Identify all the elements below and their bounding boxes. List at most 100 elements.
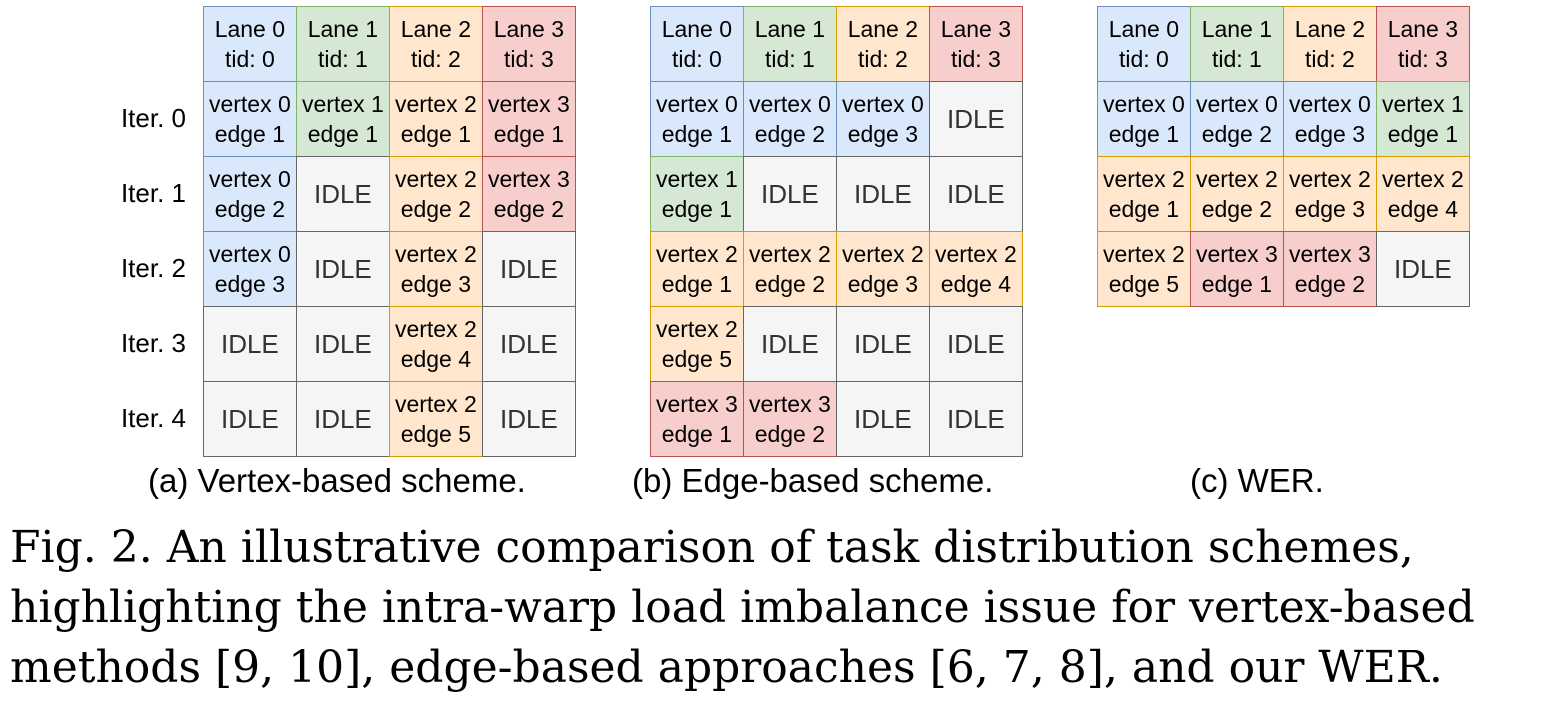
- subcaption-c: (c) WER.: [1190, 462, 1324, 499]
- cell-line-1: Lane 2: [400, 15, 472, 42]
- task-cell: vertex 0 edge 1: [1097, 81, 1191, 157]
- cell-line-1: vertex 2: [394, 165, 477, 192]
- cell-line-2: edge 2: [400, 195, 472, 222]
- idle-cell: IDLE: [296, 381, 390, 457]
- idle-cell: IDLE: [929, 81, 1023, 157]
- idle-cell: IDLE: [743, 306, 837, 382]
- cell-line-1: Lane 1: [307, 15, 379, 42]
- cell-line-1: IDLE: [853, 178, 912, 209]
- cell-line-1: Lane 0: [1108, 15, 1180, 42]
- cell-line-1: vertex 2: [1288, 165, 1371, 192]
- lane-header-cell: Lane 0 tid: 0: [650, 6, 744, 82]
- task-cell: vertex 1 edge 1: [1376, 81, 1470, 157]
- cell-line-1: vertex 2: [1195, 165, 1278, 192]
- cell-line-1: Lane 1: [754, 15, 826, 42]
- lane-header-cell: Lane 1 tid: 1: [743, 6, 837, 82]
- cell-line-2: tid: 2: [857, 45, 908, 72]
- idle-cell: IDLE: [836, 306, 930, 382]
- idle-cell: IDLE: [1376, 231, 1470, 307]
- cell-line-1: vertex 1: [301, 90, 384, 117]
- task-cell: vertex 0 edge 2: [203, 156, 297, 232]
- cell-line-2: tid: 1: [764, 45, 815, 72]
- idle-cell: IDLE: [203, 306, 297, 382]
- panel-wer: Lane 0 tid: 0 Lane 1 tid: 1 Lane 2 tid: 2 Lane…: [1097, 6, 1470, 307]
- cell-line-1: vertex 2: [841, 240, 924, 267]
- cell-line-2: edge 5: [1108, 270, 1180, 297]
- cell-line-1: vertex 2: [655, 240, 738, 267]
- cell-line-2: edge 2: [1201, 195, 1273, 222]
- subcaption-b: (b) Edge-based scheme.: [632, 462, 994, 499]
- cell-line-1: IDLE: [946, 103, 1005, 134]
- cell-line-2: edge 3: [1294, 195, 1366, 222]
- cell-line-2: edge 5: [400, 420, 472, 447]
- cell-line-2: tid: 2: [410, 45, 461, 72]
- task-cell: vertex 0 edge 2: [743, 81, 837, 157]
- cell-line-2: edge 1: [400, 120, 472, 147]
- cell-line-1: Lane 0: [214, 15, 286, 42]
- cell-line-2: edge 3: [400, 270, 472, 297]
- lane-grid: Lane 0 tid: 0 Lane 1 tid: 1 Lane 2 tid: 2 Lane…: [1097, 6, 1470, 307]
- cell-line-1: vertex 2: [1102, 165, 1185, 192]
- task-cell: vertex 2 edge 4: [1376, 156, 1470, 232]
- lane-grid: Lane 0 tid: 0 Lane 1 tid: 1 Lane 2 tid: 2 Lane…: [650, 6, 1023, 457]
- idle-cell: IDLE: [203, 381, 297, 457]
- cell-line-2: edge 2: [493, 195, 565, 222]
- cell-line-1: vertex 0: [208, 165, 291, 192]
- idle-cell: IDLE: [482, 231, 576, 307]
- cell-line-1: vertex 3: [1288, 240, 1371, 267]
- iter-label: Iter. 2: [120, 253, 186, 283]
- cell-line-1: vertex 0: [1102, 90, 1185, 117]
- task-cell: vertex 0 edge 3: [836, 81, 930, 157]
- lane-grid: Lane 0 tid: 0 Lane 1 tid: 1 Lane 2 tid: 2 Lane…: [203, 6, 576, 457]
- task-cell: vertex 2 edge 4: [929, 231, 1023, 307]
- cell-line-1: vertex 2: [934, 240, 1017, 267]
- idle-cell: IDLE: [296, 156, 390, 232]
- cell-line-1: vertex 3: [748, 390, 831, 417]
- task-cell: vertex 3 edge 1: [1190, 231, 1284, 307]
- lane-header-cell: Lane 3 tid: 3: [482, 6, 576, 82]
- cell-line-2: edge 2: [1294, 270, 1366, 297]
- task-cell: vertex 2 edge 4: [389, 306, 483, 382]
- cell-line-1: IDLE: [499, 253, 558, 284]
- cell-line-1: IDLE: [499, 328, 558, 359]
- cell-line-2: edge 2: [754, 120, 826, 147]
- cell-line-1: vertex 2: [1102, 240, 1185, 267]
- cell-line-2: tid: 3: [950, 45, 1001, 72]
- task-cell: vertex 2 edge 1: [389, 81, 483, 157]
- cell-line-1: vertex 0: [1288, 90, 1371, 117]
- cell-line-2: edge 3: [847, 120, 919, 147]
- task-cell: vertex 0 edge 3: [1283, 81, 1377, 157]
- task-cell: vertex 0 edge 1: [203, 81, 297, 157]
- cell-line-1: Lane 2: [847, 15, 919, 42]
- task-cell: vertex 0 edge 2: [1190, 81, 1284, 157]
- cell-line-2: edge 4: [1387, 195, 1459, 222]
- cell-line-1: vertex 3: [1195, 240, 1278, 267]
- cell-line-1: vertex 0: [1195, 90, 1278, 117]
- task-cell: vertex 2 edge 1: [650, 231, 744, 307]
- task-cell: vertex 3 edge 1: [482, 81, 576, 157]
- cell-line-2: edge 3: [1294, 120, 1366, 147]
- cell-line-1: Lane 3: [940, 15, 1012, 42]
- lane-header-cell: Lane 0 tid: 0: [203, 6, 297, 82]
- task-cell: vertex 1 edge 1: [296, 81, 390, 157]
- cell-line-1: Lane 2: [1294, 15, 1366, 42]
- idle-cell: IDLE: [296, 306, 390, 382]
- cell-line-1: vertex 0: [208, 240, 291, 267]
- cell-line-2: edge 2: [214, 195, 286, 222]
- cell-line-1: vertex 2: [655, 315, 738, 342]
- lane-header-cell: Lane 3 tid: 3: [929, 6, 1023, 82]
- lane-header-cell: Lane 1 tid: 1: [1190, 6, 1284, 82]
- cell-line-2: edge 3: [214, 270, 286, 297]
- iteration-labels: Iter. 0 Iter. 1 Iter. 2 Iter. 3 Iter. 4: [100, 81, 186, 456]
- task-cell: vertex 3 edge 1: [650, 381, 744, 457]
- lane-header-cell: Lane 3 tid: 3: [1376, 6, 1470, 82]
- task-cell: vertex 3 edge 2: [743, 381, 837, 457]
- cell-line-1: vertex 2: [394, 90, 477, 117]
- lane-header-cell: Lane 2 tid: 2: [836, 6, 930, 82]
- cell-line-1: vertex 0: [655, 90, 738, 117]
- cell-line-2: edge 1: [1108, 120, 1180, 147]
- cell-line-2: tid: 0: [224, 45, 275, 72]
- cell-line-2: edge 2: [1201, 120, 1273, 147]
- cell-line-2: edge 1: [493, 120, 565, 147]
- idle-cell: IDLE: [296, 231, 390, 307]
